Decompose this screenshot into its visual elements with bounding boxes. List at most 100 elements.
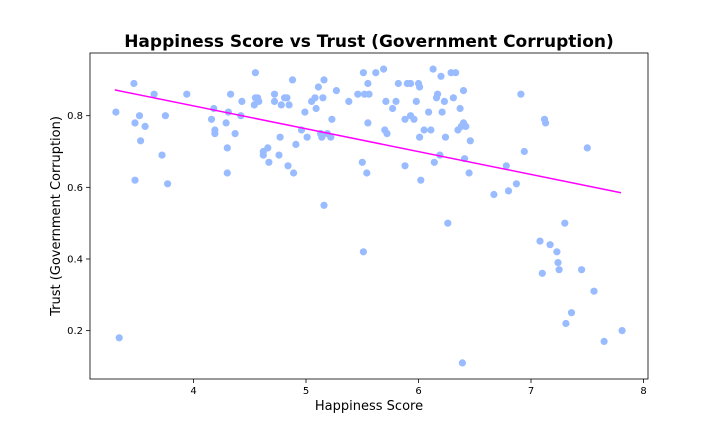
data-point — [459, 87, 468, 95]
data-point — [420, 126, 428, 134]
data-point — [288, 76, 297, 84]
data-point — [312, 104, 320, 113]
data-point — [363, 169, 371, 177]
data-point — [410, 115, 418, 123]
data-point — [383, 130, 391, 138]
data-point — [434, 90, 442, 98]
data-point — [555, 266, 563, 274]
y-tick-label: 0.6 — [67, 183, 83, 194]
data-point — [465, 169, 473, 177]
data-point — [425, 108, 433, 116]
data-point — [401, 115, 409, 123]
chart-title: Happiness Score vs Trust (Government Cor… — [124, 32, 614, 52]
data-point — [359, 69, 367, 77]
data-point — [359, 248, 367, 256]
data-point — [553, 248, 561, 256]
data-point — [137, 137, 145, 145]
data-point — [430, 158, 438, 166]
data-point — [412, 97, 420, 105]
data-point — [284, 162, 292, 170]
data-point — [364, 119, 372, 127]
data-point — [538, 269, 546, 277]
data-point — [437, 72, 445, 80]
data-point — [292, 140, 300, 148]
y-axis-label: Trust (Government Corruption) — [49, 116, 64, 317]
data-point — [222, 119, 230, 127]
data-point — [141, 122, 149, 130]
data-point — [311, 94, 319, 102]
data-point — [158, 151, 166, 159]
data-point — [512, 180, 521, 188]
data-point — [277, 101, 285, 109]
x-tick-label: 6 — [415, 386, 421, 397]
data-point — [264, 144, 272, 152]
data-point — [227, 90, 235, 98]
y-tick-label: 0.8 — [67, 111, 83, 122]
data-point — [416, 133, 424, 141]
data-point — [320, 201, 328, 209]
data-point — [270, 90, 279, 98]
data-point — [372, 69, 380, 77]
data-point — [328, 115, 336, 123]
data-point — [223, 169, 231, 177]
data-point — [578, 266, 586, 274]
data-point — [131, 176, 139, 184]
data-point — [276, 133, 284, 141]
data-point — [285, 101, 293, 109]
data-point — [131, 119, 139, 127]
data-point — [520, 147, 528, 156]
y-axis: 0.2 0.4 0.6 0.8 — [67, 111, 90, 337]
data-point — [401, 162, 409, 170]
data-point — [150, 90, 158, 98]
data-point — [417, 176, 425, 184]
data-point — [380, 65, 388, 73]
data-point — [290, 169, 298, 177]
data-point — [618, 327, 626, 335]
data-point — [319, 94, 327, 102]
data-point — [320, 76, 328, 84]
data-point — [517, 90, 525, 98]
data-point — [546, 241, 554, 249]
data-point — [207, 115, 216, 123]
data-point — [392, 97, 400, 105]
data-point — [231, 130, 239, 138]
data-point — [270, 97, 279, 105]
data-point — [458, 359, 466, 367]
data-point — [303, 133, 311, 141]
data-points — [112, 65, 626, 367]
data-point — [561, 219, 569, 227]
data-point — [466, 137, 474, 145]
x-tick-label: 7 — [528, 386, 534, 397]
data-point — [332, 87, 340, 95]
data-point — [462, 122, 470, 130]
data-point — [554, 259, 562, 267]
data-point — [115, 334, 123, 342]
data-point — [283, 94, 291, 102]
data-point — [255, 97, 263, 105]
data-point — [238, 97, 246, 105]
data-point — [536, 237, 544, 245]
data-point — [301, 108, 309, 116]
data-point — [438, 108, 446, 116]
data-point — [502, 162, 510, 170]
data-point — [440, 97, 448, 105]
data-point — [542, 119, 550, 127]
data-point — [429, 65, 437, 73]
data-point — [275, 151, 283, 159]
data-point — [130, 79, 138, 88]
data-point — [583, 144, 591, 152]
data-point — [567, 309, 576, 317]
data-point — [427, 126, 435, 134]
data-point — [164, 180, 172, 188]
data-point — [444, 219, 452, 227]
data-point — [365, 90, 373, 98]
data-point — [382, 97, 390, 105]
x-axis-label: Happiness Score — [315, 399, 423, 414]
data-point — [223, 144, 231, 152]
data-point — [394, 79, 402, 88]
data-point — [354, 90, 362, 98]
data-point — [345, 97, 353, 105]
x-tick-label: 5 — [303, 386, 309, 397]
data-point — [327, 133, 335, 141]
data-point — [314, 83, 322, 91]
